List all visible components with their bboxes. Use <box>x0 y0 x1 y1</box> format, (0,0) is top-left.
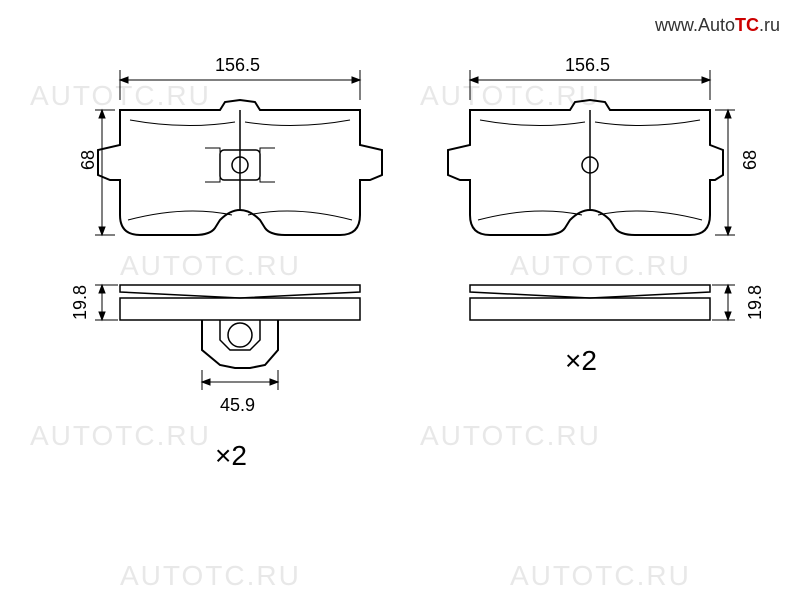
watermark: AUTOTC.RU <box>510 560 691 592</box>
url-suffix: .ru <box>759 15 780 35</box>
left-height-dim: 68 <box>78 150 99 170</box>
left-thickness-dim: 19.8 <box>70 285 91 320</box>
left-sensor-dim: 45.9 <box>220 395 255 416</box>
right-thickness-dim: 19.8 <box>745 285 766 320</box>
watermark: AUTOTC.RU <box>120 560 301 592</box>
url-prefix: www.Auto <box>655 15 735 35</box>
right-pad-side <box>440 280 740 350</box>
right-width-dim: 156.5 <box>565 55 610 76</box>
source-url: www.AutoTC.ru <box>655 15 780 36</box>
left-pad-front <box>90 60 390 260</box>
right-pad-front <box>440 60 740 260</box>
right-qty: ×2 <box>565 345 597 377</box>
left-qty: ×2 <box>215 440 247 472</box>
right-height-dim: 68 <box>740 150 761 170</box>
url-highlight: TC <box>735 15 759 35</box>
watermark: AUTOTC.RU <box>420 420 601 452</box>
left-width-dim: 156.5 <box>215 55 260 76</box>
